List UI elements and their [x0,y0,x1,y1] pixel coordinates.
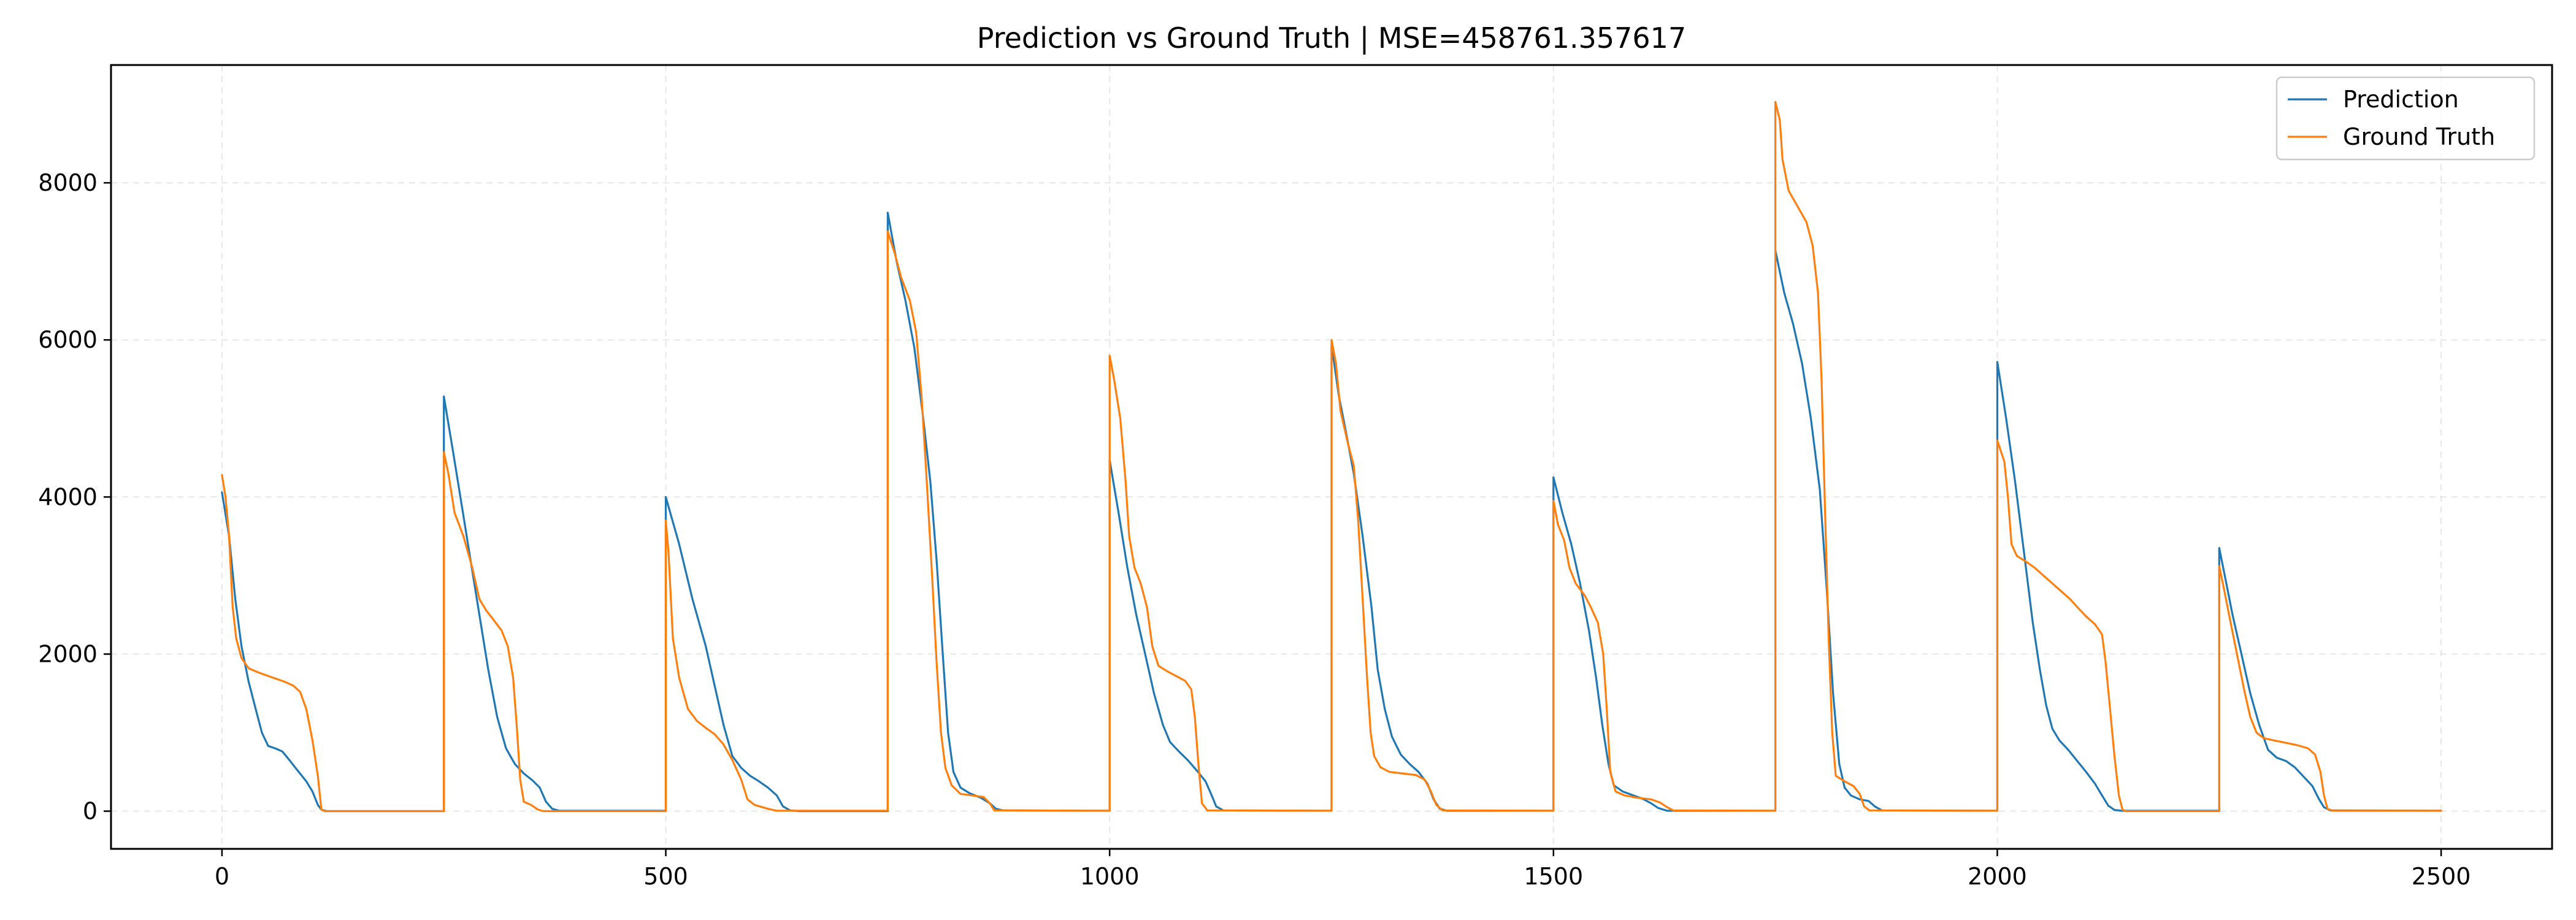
x-tick-label: 0 [215,863,229,890]
x-tick-label: 1000 [1080,863,1140,890]
legend-label-ground-truth: Ground Truth [2343,123,2495,150]
axis-ticks: 0 500 1000 1500 2000 2500 0 2000 4000 6000 8000 [38,169,2471,890]
y-tick-label: 6000 [38,326,98,353]
y-tick-label: 2000 [38,640,98,667]
legend-box [2275,76,2536,161]
x-tick-label: 2500 [2412,863,2471,890]
x-tick-label: 2000 [1968,863,2027,890]
y-tick-label: 0 [83,798,98,825]
y-tick-label: 8000 [38,169,98,196]
legend-label-prediction: Prediction [2343,86,2459,113]
plot-frame [110,64,2553,850]
legend: Prediction Ground Truth [2275,76,2536,161]
series-line-ground-truth [221,101,2442,813]
chart-title: Prediction vs Ground Truth | MSE=458761.… [977,21,1686,55]
series-lines [221,101,2442,813]
x-tick-label: 1500 [1524,863,1583,890]
x-tick-label: 500 [643,863,688,890]
y-tick-label: 4000 [38,483,98,510]
